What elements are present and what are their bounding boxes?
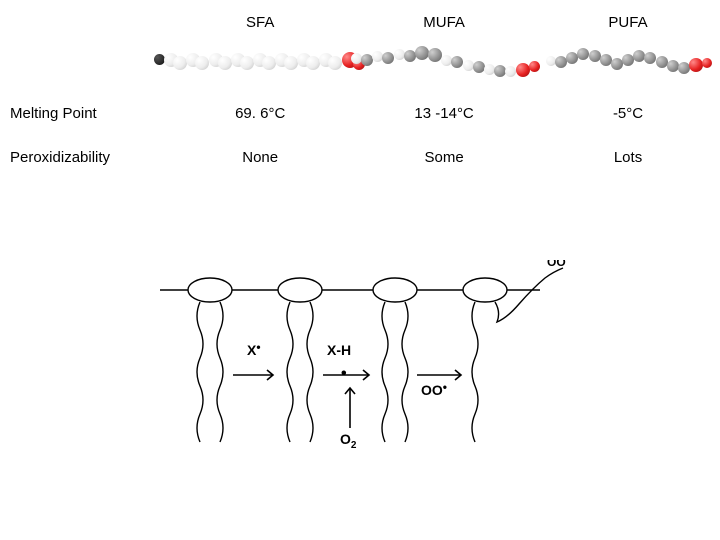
melting-point-mufa: 13 -14°C <box>352 105 536 122</box>
melting-point-pufa: -5°C <box>536 105 720 122</box>
svg-text:O2: O2 <box>340 431 357 451</box>
o2-subscript: 2 <box>351 440 357 451</box>
melting-point-sfa: 69. 6°C <box>168 105 352 122</box>
peroxidizability-sfa: None <box>168 149 352 166</box>
svg-text:OO•: OO• <box>547 260 570 269</box>
peroxyl-radical-label: OO <box>421 382 443 398</box>
mufa-molecule-icon <box>352 46 538 77</box>
o2-label: O <box>340 431 351 447</box>
svg-text:X•: X• <box>247 340 261 358</box>
radical-dot-icon: • <box>256 340 260 354</box>
melting-point-label: Melting Point <box>0 105 168 122</box>
col-header-pufa: PUFA <box>536 14 720 31</box>
header-row: SFA MUFA PUFA <box>0 14 720 31</box>
peroxidizability-pufa: Lots <box>536 149 720 166</box>
peroxidizability-row: Peroxidizability None Some Lots <box>0 135 720 179</box>
peroxidizability-label: Peroxidizability <box>0 149 168 166</box>
col-header-sfa: SFA <box>168 14 352 31</box>
escaped-peroxyl-label: OO <box>547 260 566 269</box>
radical-dot-icon: • <box>566 260 570 265</box>
peroxidizability-mufa: Some <box>352 149 536 166</box>
fatty-acid-comparison-table: SFA MUFA PUFA <box>0 14 720 179</box>
col-header-mufa: MUFA <box>352 14 536 31</box>
membrane-peroxidation-diagram: X• X-H O2 OO• • OO• <box>155 260 575 490</box>
pufa-molecule-icon <box>538 48 720 74</box>
radical-dot-icon: • <box>443 380 447 394</box>
sfa-molecule-icon <box>166 52 352 70</box>
molecule-row <box>0 31 720 91</box>
svg-text:OO•: OO• <box>421 380 447 398</box>
xh-label: X-H <box>327 342 351 358</box>
melting-point-row: Melting Point 69. 6°C 13 -14°C -5°C <box>0 91 720 135</box>
carbon-radical-dot-icon: • <box>341 365 347 382</box>
